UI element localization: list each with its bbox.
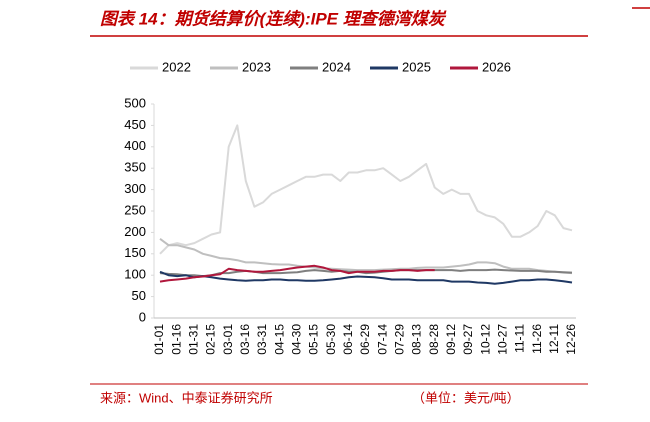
series-line xyxy=(159,264,435,283)
x-tick-label: 10-27 xyxy=(496,324,510,355)
x-tick-label: 04-15 xyxy=(272,324,286,355)
x-tick-label: 06-29 xyxy=(358,324,372,355)
y-tick-label: 500 xyxy=(124,95,146,110)
x-tick-label: 01-16 xyxy=(169,324,183,355)
y-tick-label: 0 xyxy=(139,309,146,324)
legend-label: 2024 xyxy=(322,59,351,74)
legend-label: 2023 xyxy=(242,59,271,74)
legend-label: 2026 xyxy=(482,59,511,74)
x-tick-label: 10-12 xyxy=(478,324,492,355)
y-tick-label: 450 xyxy=(124,117,146,132)
y-tick-label: 350 xyxy=(124,160,146,175)
x-tick-label: 07-14 xyxy=(375,324,389,355)
y-tick-label: 150 xyxy=(124,245,146,260)
x-tick-label: 02-15 xyxy=(204,324,218,355)
series-line xyxy=(159,237,573,275)
x-tick-label: 09-12 xyxy=(444,324,458,355)
y-tick-label: 250 xyxy=(124,202,146,217)
y-tick-label: 400 xyxy=(124,138,146,153)
x-tick-label: 08-13 xyxy=(410,324,424,355)
x-tick-label: 12-11 xyxy=(547,324,561,354)
x-tick-label: 06-14 xyxy=(341,324,355,355)
series-line xyxy=(159,124,573,255)
series-line xyxy=(159,268,573,278)
x-tick-label: 07-29 xyxy=(393,324,407,355)
x-tick-label: 04-30 xyxy=(290,324,304,355)
source: 来源：Wind、中泰证券研究所 xyxy=(100,390,273,405)
x-tick-label: 03-01 xyxy=(221,324,235,355)
chart-title: 图表 14：期货结算价(连续):IPE 理查德湾煤炭 xyxy=(100,9,447,28)
x-tick-label: 01-01 xyxy=(152,324,166,355)
x-tick-label: 05-30 xyxy=(324,324,338,355)
legend-label: 2022 xyxy=(162,59,191,74)
x-tick-label: 11-11 xyxy=(513,324,527,353)
x-tick-label: 03-16 xyxy=(238,324,252,355)
unit: （单位：美元/吨） xyxy=(412,390,520,405)
y-tick-label: 50 xyxy=(132,288,146,303)
legend-label: 2025 xyxy=(402,59,431,74)
y-tick-label: 300 xyxy=(124,181,146,196)
x-tick-label: 05-15 xyxy=(307,324,321,355)
y-tick-label: 200 xyxy=(124,224,146,239)
x-tick-label: 11-26 xyxy=(530,324,544,354)
x-tick-label: 12-26 xyxy=(564,324,578,355)
x-tick-label: 08-28 xyxy=(427,324,441,355)
x-tick-label: 03-31 xyxy=(255,324,269,355)
x-tick-label: 01-31 xyxy=(187,324,201,355)
y-tick-label: 100 xyxy=(124,267,146,282)
x-tick-label: 09-27 xyxy=(461,324,475,355)
series-line xyxy=(159,270,573,285)
